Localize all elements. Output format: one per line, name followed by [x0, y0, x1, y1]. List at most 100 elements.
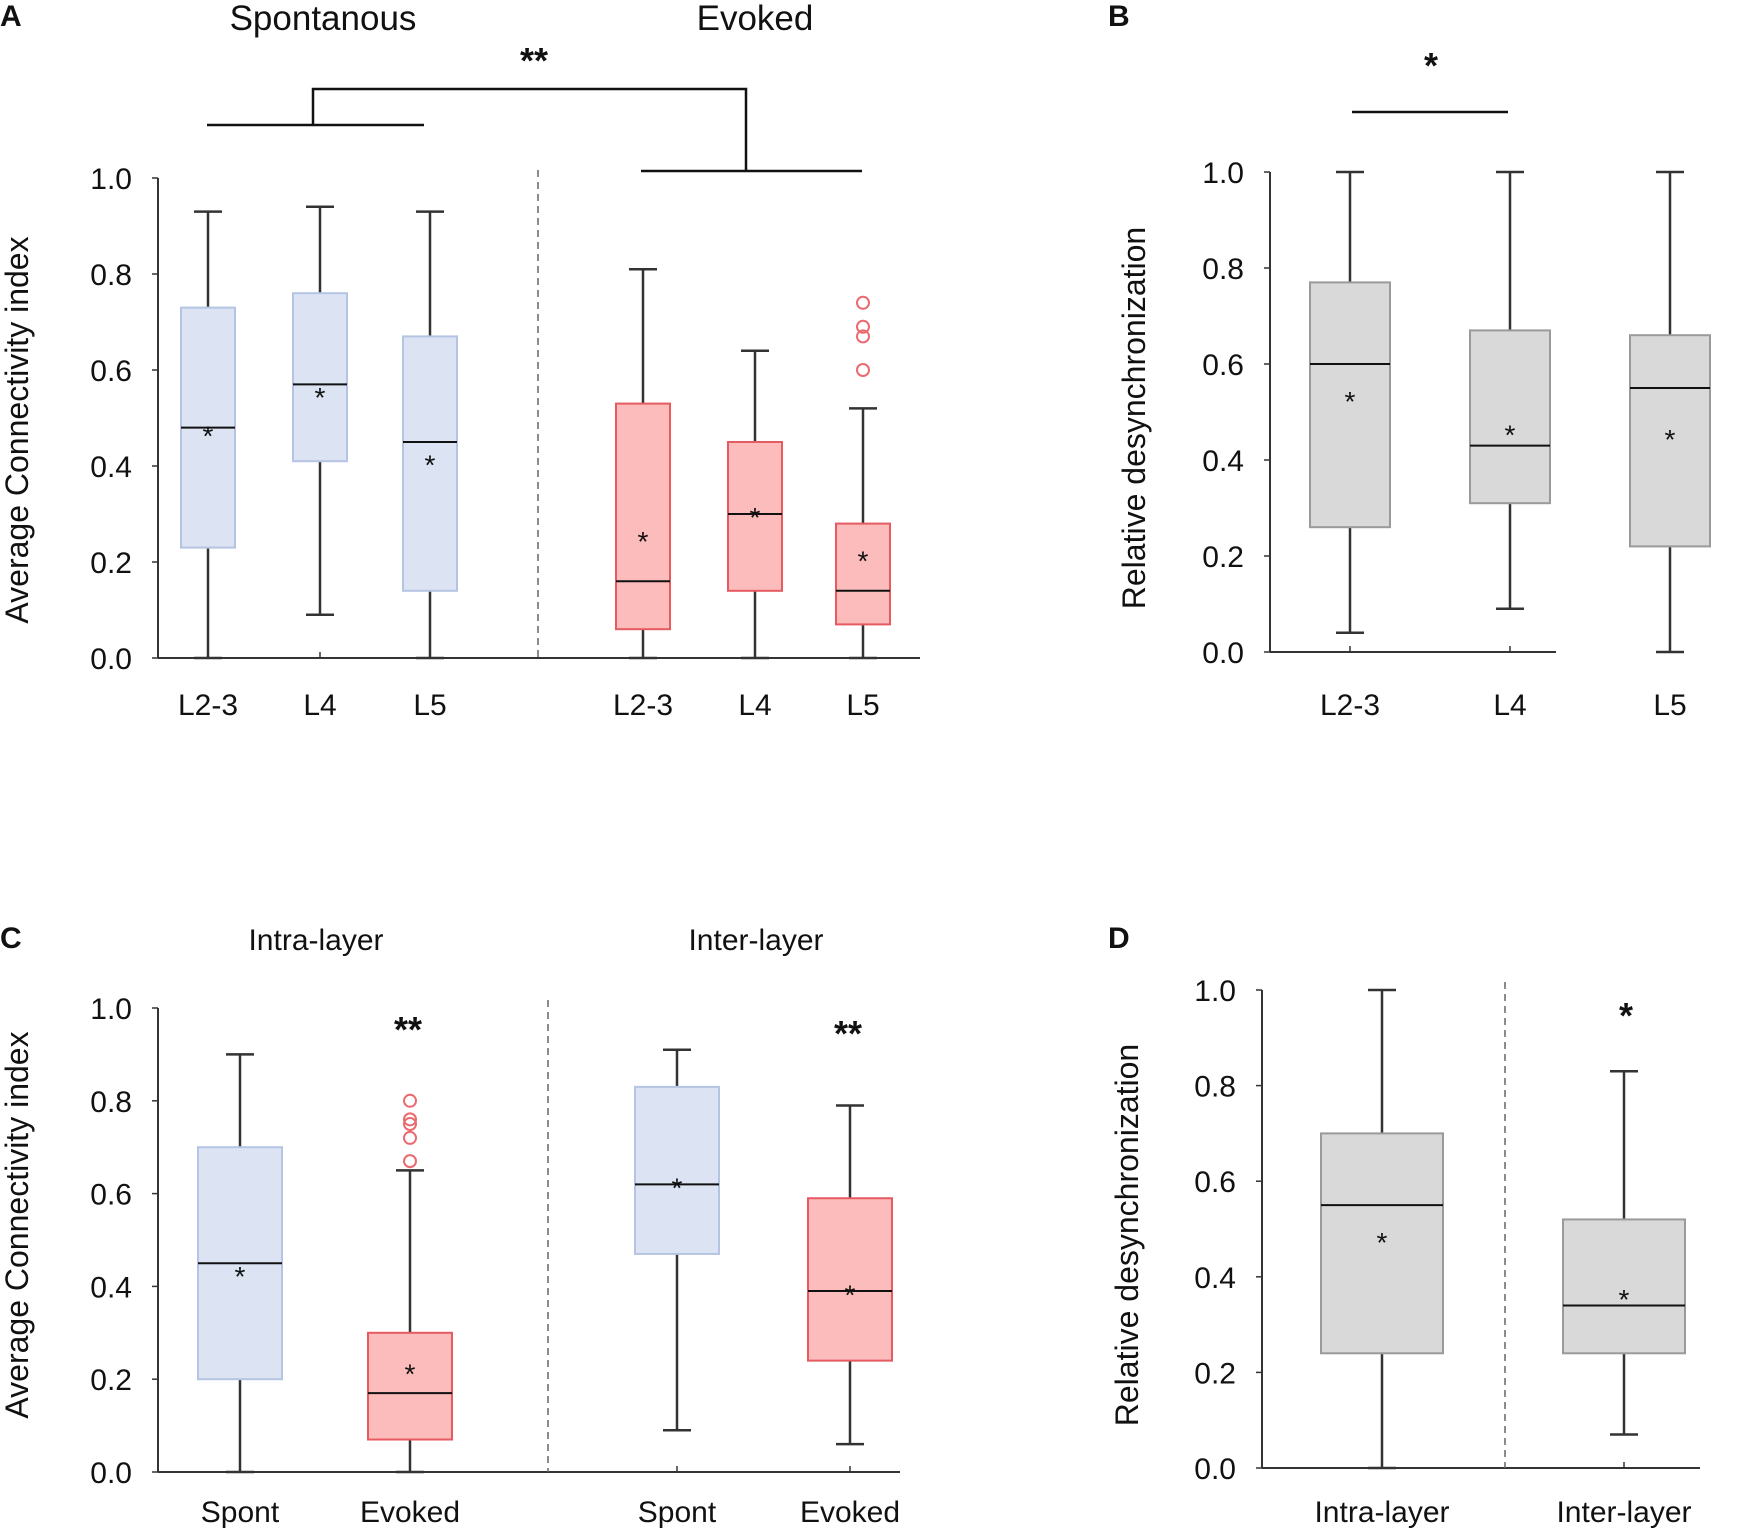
box-iqr — [615, 402, 671, 631]
panel-b-y-axis-label: Relative desynchronization — [1116, 227, 1152, 609]
panel-c-label: C — [0, 922, 22, 955]
mean-marker: * — [1619, 1284, 1630, 1315]
y-tick-label: 0.0 — [90, 643, 132, 676]
panel-b-label: B — [1108, 0, 1130, 33]
box-iqr — [1562, 1218, 1686, 1355]
box-iqr — [807, 1197, 893, 1362]
panel-c-group-title-inter: Inter-layer — [688, 924, 823, 957]
x-category-label: L4 — [1493, 689, 1526, 722]
box-iqr — [402, 335, 458, 592]
y-tick-label: 1.0 — [90, 163, 132, 196]
mean-marker: * — [858, 545, 869, 576]
box-iqr — [1629, 334, 1711, 548]
panel-a-significance-marker: ** — [520, 40, 548, 81]
mean-marker: * — [750, 502, 761, 533]
outlier-point — [403, 1154, 417, 1169]
bracket-join — [311, 87, 748, 171]
mean-marker: * — [845, 1279, 856, 1310]
x-category-label: L4 — [738, 689, 771, 722]
box-l5: * L5 — [835, 295, 891, 722]
x-category-label: L5 — [846, 689, 879, 722]
mean-marker: * — [425, 449, 436, 480]
panel-c-group-title-intra: Intra-layer — [248, 924, 383, 957]
outlier-point — [856, 329, 870, 344]
y-tick-label: 1.0 — [1202, 157, 1244, 190]
y-tick-label: 0.6 — [90, 355, 132, 388]
y-tick-label: 0.4 — [1202, 445, 1244, 478]
significance-bracket — [207, 87, 862, 173]
mean-marker: * — [203, 421, 214, 452]
panel-b-significance-marker: * — [1424, 45, 1438, 86]
y-tick-label: 0.8 — [1202, 253, 1244, 286]
box-l4: * L4 — [727, 349, 783, 722]
x-category-label: Evoked — [800, 1496, 900, 1529]
panel-b: 0.0 0.2 0.4 0.6 0.8 1.0 * L2-3 * L4 * L5 — [1202, 110, 1711, 722]
x-category-label: Spont — [638, 1496, 717, 1529]
outlier-point — [856, 319, 870, 334]
x-category-label: Spont — [201, 1496, 280, 1529]
outlier-point — [403, 1112, 417, 1127]
box-l4: * L4 — [292, 205, 348, 722]
panel-d-y-axis-label: Relative desynchronization — [1109, 1044, 1145, 1426]
box-evoked: * Evoked — [800, 1104, 900, 1529]
panel-c: 0.0 0.2 0.4 0.6 0.8 1.0 * Spont * Evoked * Spont * Ev… — [90, 993, 900, 1529]
panel-d-label: D — [1108, 922, 1130, 955]
mean-marker: * — [638, 526, 649, 557]
box-iqr — [727, 441, 783, 592]
panel-c-y-axis-label: Average Connectivity index — [0, 1031, 35, 1418]
mean-marker: * — [1505, 419, 1516, 450]
box-iqr — [634, 1085, 720, 1255]
box-l2-3: * L2-3 — [613, 267, 673, 722]
y-tick-label: 0.2 — [1194, 1357, 1236, 1390]
y-tick-label: 1.0 — [1194, 975, 1236, 1008]
outlier-point — [403, 1130, 417, 1145]
box-intra-layer: * Intra-layer — [1314, 988, 1450, 1529]
y-tick-label: 0.0 — [1202, 637, 1244, 670]
panel-a-label: A — [0, 0, 22, 33]
x-category-label: Inter-layer — [1556, 1496, 1691, 1529]
y-tick-label: 0.6 — [1202, 349, 1244, 382]
y-tick-label: 0.8 — [90, 259, 132, 292]
chart-marks: 0.0 0.2 0.4 0.6 0.8 1.0 * L2-3 * L4 * L5 * L2-3 * L4 * L5… — [90, 87, 1711, 1529]
box-evoked: * Evoked — [360, 1093, 460, 1529]
outlier-point — [856, 363, 870, 377]
outlier-point — [403, 1093, 417, 1108]
mean-marker: * — [405, 1358, 416, 1389]
box-iqr — [1469, 329, 1551, 505]
box-l5: * L5 — [402, 210, 458, 722]
panel-a-y-axis-label: Average Connectivity index — [0, 236, 35, 623]
outlier-point — [403, 1117, 417, 1131]
panel-c-significance-marker-inter: ** — [834, 1013, 862, 1054]
y-tick-label: 0.2 — [1202, 541, 1244, 574]
x-category-label: Evoked — [360, 1496, 460, 1529]
panel-a-group-title-spontaneous: Spontanous — [230, 0, 417, 38]
y-tick-label: 0.6 — [90, 1179, 132, 1212]
x-category-label: L2-3 — [1320, 689, 1380, 722]
y-tick-label: 0.0 — [90, 1457, 132, 1490]
box-l5: * L5 — [1629, 170, 1711, 722]
panel-c-significance-marker-intra: ** — [394, 1009, 422, 1050]
y-tick-label: 0.2 — [90, 547, 132, 580]
box-spont: * Spont — [197, 1053, 283, 1529]
x-category-label: L2-3 — [613, 689, 673, 722]
box-iqr — [1309, 281, 1391, 529]
x-category-label: L5 — [413, 689, 446, 722]
y-tick-label: 0.6 — [1194, 1166, 1236, 1199]
box-l2-3: * L2-3 — [178, 210, 238, 722]
y-tick-label: 0.4 — [1194, 1262, 1236, 1295]
outlier-point — [856, 295, 870, 310]
box-iqr — [835, 522, 891, 626]
mean-marker: * — [1345, 386, 1356, 417]
panel-d-significance-marker: * — [1619, 995, 1633, 1036]
mean-marker: * — [1665, 424, 1676, 455]
panel-a: 0.0 0.2 0.4 0.6 0.8 1.0 * L2-3 * L4 * L5 * L2-3 * L4 * L5 — [90, 87, 920, 722]
box-l2-3: * L2-3 — [1309, 170, 1391, 722]
y-tick-label: 0.4 — [90, 451, 132, 484]
mean-marker: * — [315, 382, 326, 413]
x-category-label: L4 — [303, 689, 336, 722]
y-tick-label: 0.8 — [1194, 1071, 1236, 1104]
x-category-label: Intra-layer — [1314, 1496, 1449, 1529]
panel-a-group-title-evoked: Evoked — [697, 0, 814, 38]
y-tick-label: 1.0 — [90, 993, 132, 1026]
